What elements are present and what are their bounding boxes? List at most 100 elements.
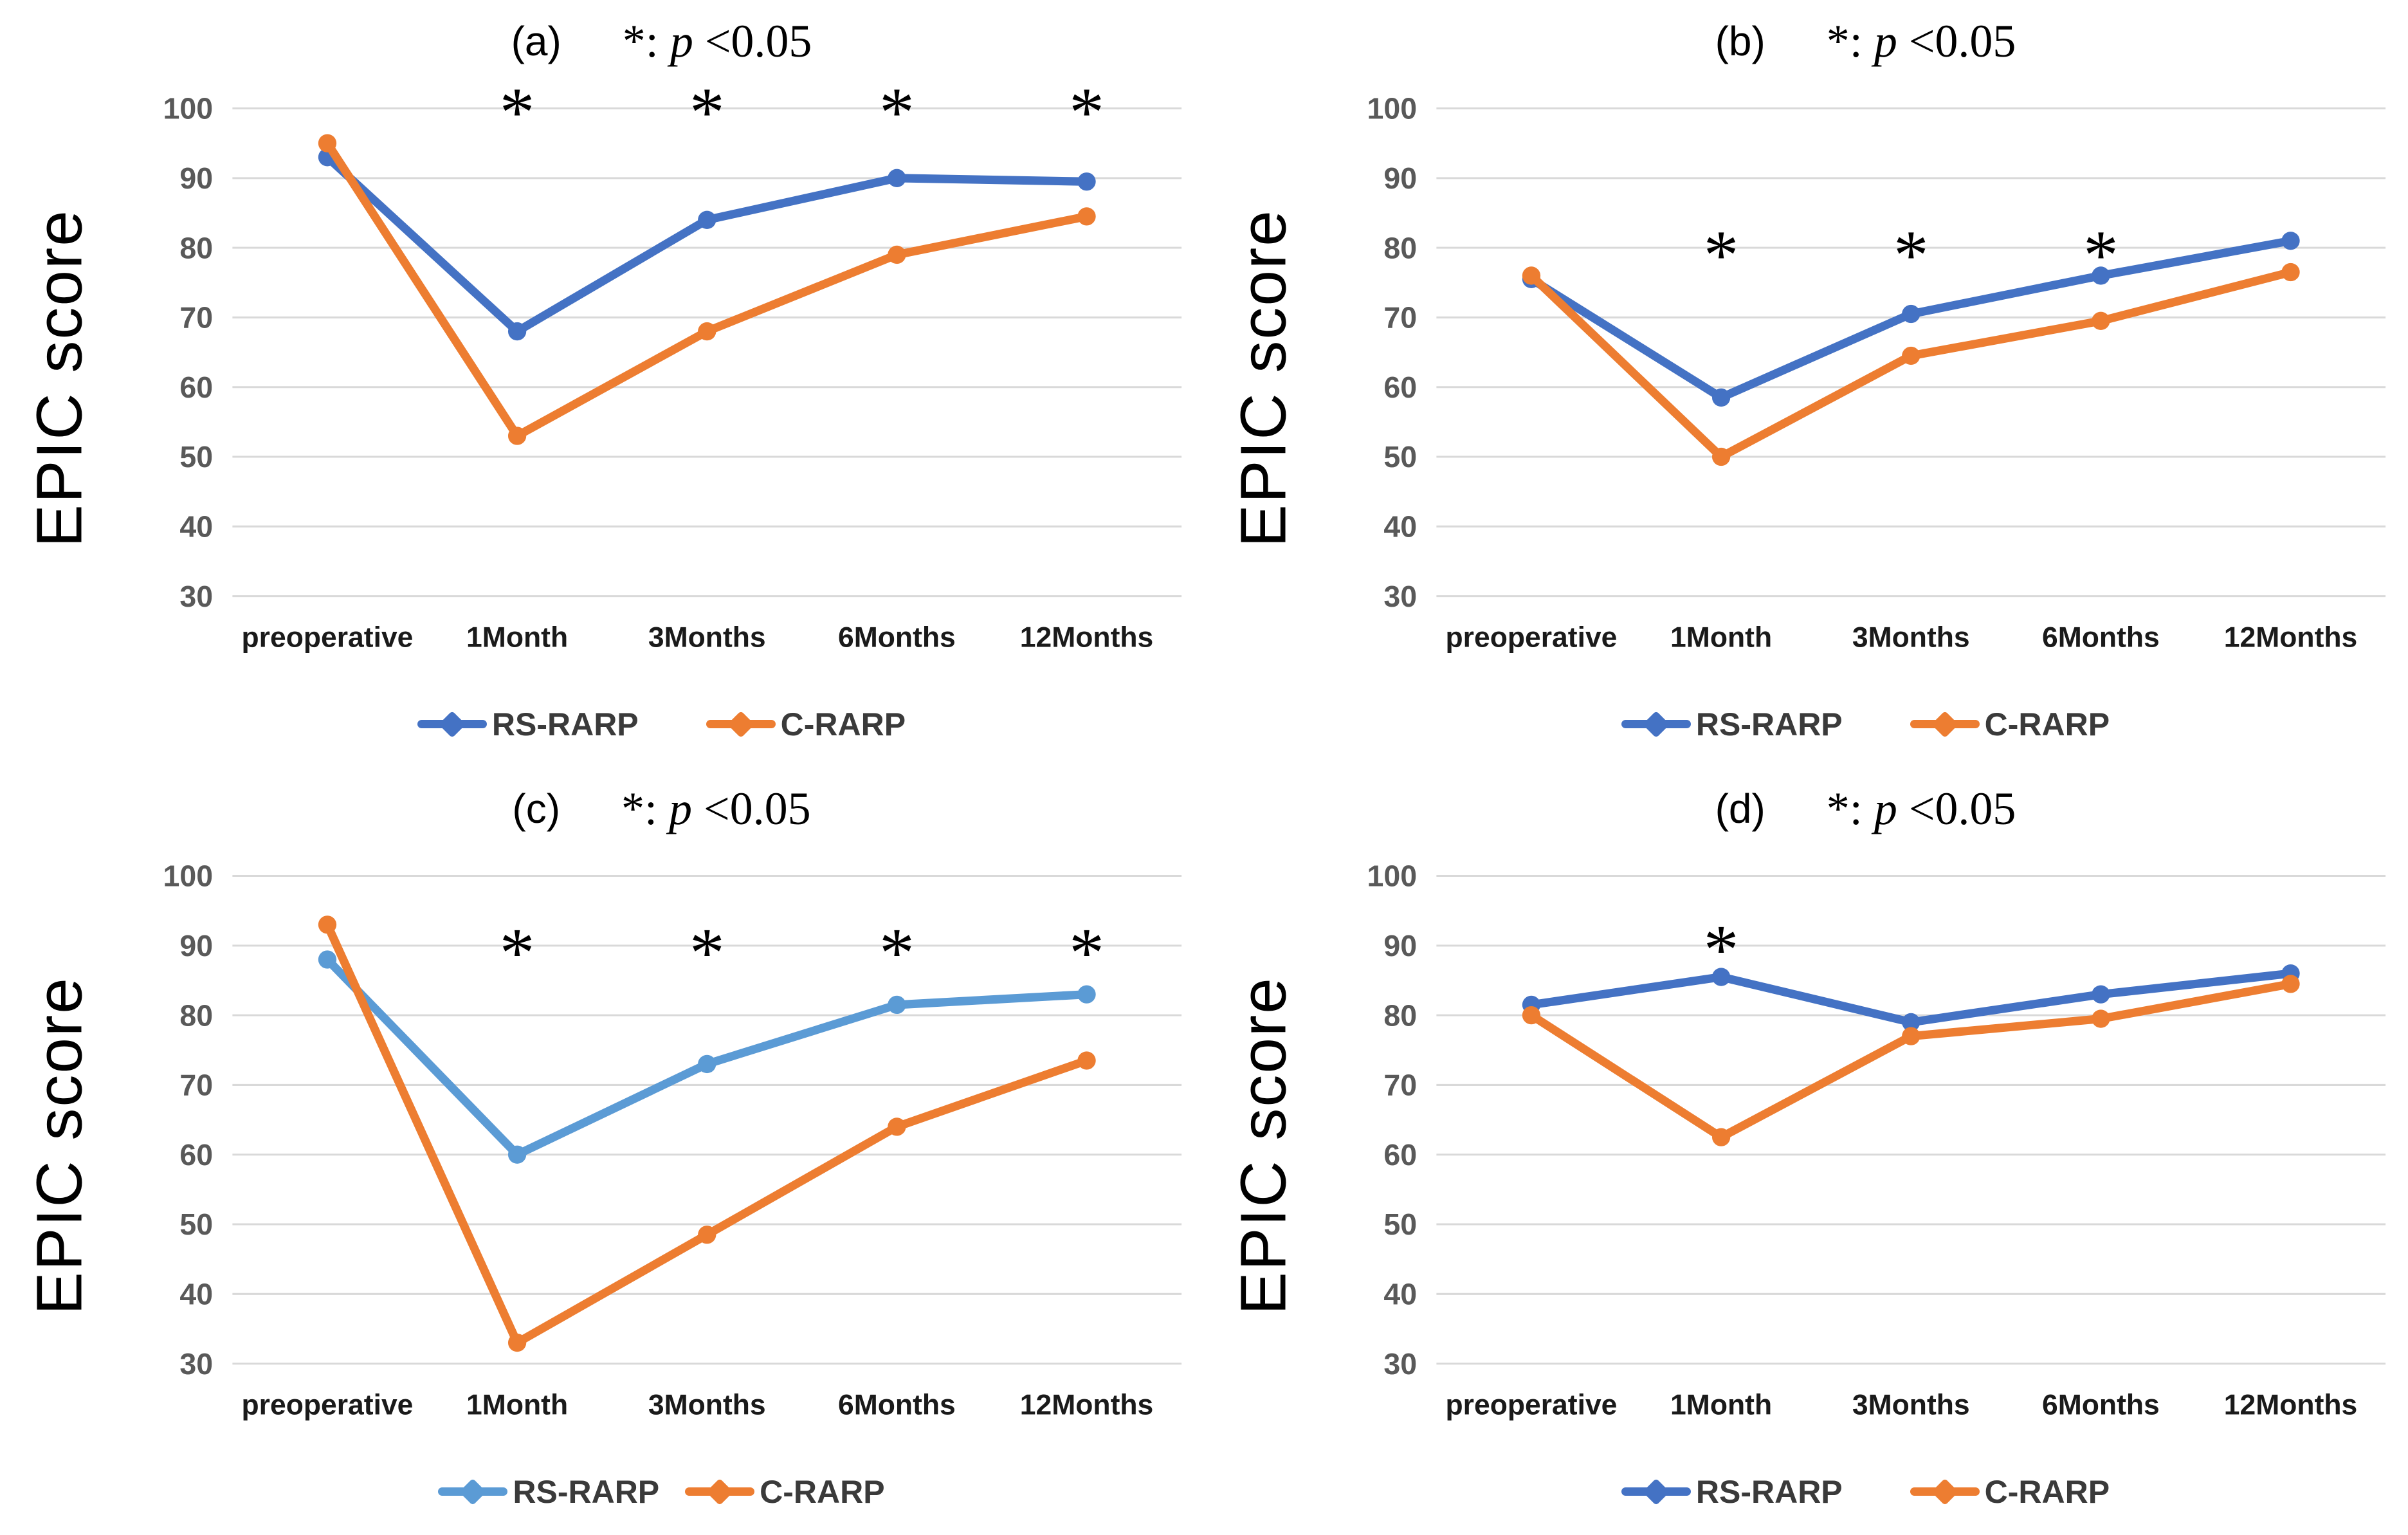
panel-b: (b) *: p <0.05 EPIC score 100 90 80 70 60 50 4… (1204, 0, 2408, 768)
panel-d-y-axis-title-column: EPIC score (1204, 843, 1323, 1448)
data-point-marker-RS-RARP (888, 169, 906, 187)
x-tick-label: 1Month (1670, 1389, 1772, 1420)
legend-label-rs-rarp: RS-RARP (513, 1473, 660, 1510)
y-axis-title: EPIC score (1227, 209, 1299, 547)
panel-d-chart-area: 100 90 80 70 60 50 40 30 preoperative 1Month 3Mont… (1323, 843, 2408, 1448)
legend-label-c-rarp: C-RARP (1984, 706, 2110, 742)
panel-a-body: EPIC score 100 90 80 70 60 50 40 30 preoperative… (0, 76, 1204, 681)
data-point-marker-RS-RARP (1077, 985, 1096, 1004)
rs-rarp-line-swatch-icon (417, 710, 487, 738)
x-tick-label: 1Month (466, 1389, 568, 1420)
x-tick-label: 6Months (2042, 621, 2160, 653)
x-tick-label: 3Months (1852, 621, 1970, 653)
y-tick-label: 80 (179, 231, 213, 264)
data-point-marker-RS-RARP (1077, 172, 1096, 191)
panel-a-header: (a) *: p <0.05 (0, 6, 1204, 76)
x-tick-label: 1Month (466, 621, 568, 653)
rs-rarp-marker-icon (438, 710, 466, 738)
panel-d-line-chart: 100 90 80 70 60 50 40 30 preoperative 1Month 3Mont… (1367, 859, 2386, 1420)
c-rarp-line-swatch-icon (1910, 710, 1980, 738)
legend-item-c-rarp: C-RARP (1910, 706, 2110, 743)
panel-b-significance-note: *: p <0.05 (1827, 15, 2016, 68)
c-rarp-line-swatch-icon (685, 1478, 755, 1505)
y-tick-label: 30 (179, 580, 213, 613)
panel-b-label: (b) (1715, 18, 1765, 64)
y-tick-label: 60 (179, 371, 213, 404)
rs-rarp-line-swatch-icon (1621, 1478, 1691, 1505)
legend-label-rs-rarp: RS-RARP (1695, 1473, 1843, 1510)
y-tick-label: 50 (1383, 440, 1417, 473)
data-point-marker-C-RARP (1077, 207, 1096, 226)
c-rarp-line-swatch-icon (706, 710, 776, 738)
data-point-marker-RS-RARP (507, 322, 527, 341)
y-tick-label: 40 (1383, 1277, 1417, 1310)
sig-threshold: <0.05 (692, 782, 811, 834)
x-tick-label: 3Months (1852, 1389, 1970, 1420)
y-tick-label: 70 (179, 1069, 213, 1102)
significance-asterisk: * (1069, 76, 1104, 151)
x-tick-label: preoperative (1446, 1389, 1618, 1420)
panel-a: (a) *: p <0.05 EPIC score 100 90 80 70 60 50 4… (0, 0, 1204, 768)
data-point-marker-RS-RARP (1902, 1013, 1920, 1032)
rs-rarp-marker-icon (1642, 710, 1670, 738)
panel-d-body: EPIC score 100 90 80 70 60 50 40 30 preoperative… (1204, 843, 2408, 1448)
data-point-marker-C-RARP (2092, 311, 2110, 330)
legend-item-rs-rarp: RS-RARP (1621, 706, 1843, 743)
legend-label-c-rarp: C-RARP (760, 1473, 885, 1510)
data-point-marker-RS-RARP (2281, 232, 2300, 250)
panel-a-label: (a) (511, 18, 561, 64)
sig-star: *: (621, 782, 670, 834)
rs-rarp-line-swatch-icon (438, 1478, 508, 1505)
x-tick-label: preoperative (242, 1389, 414, 1420)
y-tick-label: 60 (1383, 1138, 1417, 1172)
legend-item-rs-rarp: RS-RARP (1621, 1473, 1843, 1511)
y-tick-label: 100 (163, 859, 214, 893)
x-tick-label: 3Months (648, 1389, 766, 1420)
x-tick-label: 12Months (1020, 1389, 1154, 1420)
y-tick-label: 90 (179, 929, 213, 962)
x-tick-label: 12Months (2224, 621, 2358, 653)
y-tick-label: 90 (1383, 161, 1417, 195)
y-tick-label: 70 (179, 301, 213, 335)
data-point-marker-RS-RARP (318, 950, 337, 969)
data-point-marker-C-RARP (698, 1226, 716, 1244)
panel-b-body: EPIC score 100 90 80 70 60 50 40 30 preoperative… (1204, 76, 2408, 681)
y-tick-label: 60 (1383, 371, 1417, 404)
panel-b-header: (b) *: p <0.05 (1204, 6, 2408, 76)
legend-item-c-rarp: C-RARP (1910, 1473, 2110, 1511)
data-point-marker-C-RARP (2281, 262, 2300, 282)
sig-p-symbol: p (1874, 15, 1897, 67)
panel-c-legend: RS-RARP C-RARP (0, 1448, 1204, 1535)
y-tick-label: 90 (1383, 929, 1417, 962)
significance-asterisk: * (500, 914, 535, 992)
panel-a-significance-note: *: p <0.05 (623, 15, 812, 68)
y-axis-title: EPIC score (23, 977, 95, 1315)
sig-threshold: <0.05 (693, 15, 812, 67)
y-tick-label: 100 (163, 92, 214, 125)
data-point-marker-C-RARP (1902, 346, 1920, 365)
data-point-marker-C-RARP (1522, 1006, 1541, 1025)
data-point-marker-RS-RARP (1711, 388, 1731, 407)
panel-d-legend: RS-RARP C-RARP (1204, 1448, 2408, 1535)
panel-a-line-chart: 100 90 80 70 60 50 40 30 preoperative 1Month 3Mont… (163, 76, 1182, 653)
series-line-RS-RARP (323, 152, 1091, 336)
legend-label-c-rarp: C-RARP (1984, 1473, 2110, 1510)
x-tick-label: 6Months (2042, 1389, 2160, 1420)
c-rarp-marker-icon (1931, 710, 1958, 738)
panel-c-significance-note: *: p <0.05 (621, 782, 811, 836)
legend-item-rs-rarp: RS-RARP (438, 1473, 659, 1511)
legend-item-rs-rarp: RS-RARP (417, 706, 639, 743)
y-tick-label: 100 (1367, 859, 1418, 893)
sig-threshold: <0.05 (1897, 782, 2016, 834)
data-point-marker-C-RARP (2281, 975, 2300, 993)
c-rarp-marker-icon (706, 1478, 734, 1505)
significance-asterisk: * (500, 76, 535, 151)
data-point-marker-C-RARP (318, 134, 337, 152)
data-point-marker-C-RARP (888, 245, 906, 264)
legend-label-rs-rarp: RS-RARP (1695, 706, 1843, 742)
panel-b-y-axis-title-column: EPIC score (1204, 76, 1323, 681)
panel-d-label: (d) (1715, 786, 1765, 832)
y-tick-label: 80 (1383, 998, 1417, 1032)
rs-rarp-marker-icon (1642, 1478, 1670, 1505)
y-tick-label: 50 (179, 1208, 213, 1241)
